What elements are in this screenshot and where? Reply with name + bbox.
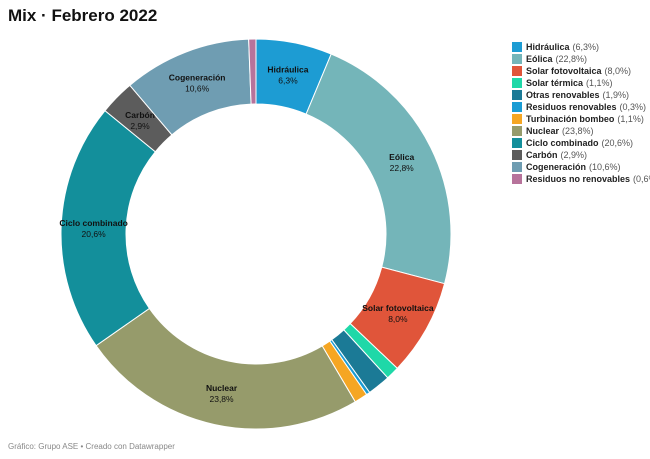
legend-swatch [512,54,522,64]
legend-swatch [512,102,522,112]
slice-value-ciclo-combinado: 20,6% [82,229,107,239]
slice-label-solar-fotovoltaica: Solar fotovoltaica [362,303,434,313]
legend-item-turbinacion-bombeo[interactable]: Turbinación bombeo (1,1%) [512,113,648,125]
legend: Hidráulica (6,3%) Eólica (22,8%) Solar fotov… [512,41,650,185]
slice-label-hidraulica: Hidráulica [267,65,308,75]
legend-label: Turbinación bombeo [526,114,615,124]
legend-swatch [512,150,522,160]
slice-residuos-no-renovables[interactable] [248,38,257,105]
legend-item-carbon[interactable]: Carbón (2,9%) [512,149,648,161]
legend-value: (1,9%) [602,90,630,100]
slice-nuclear[interactable] [95,307,356,430]
legend-item-solar-termica[interactable]: Solar térmica (1,1%) [512,77,648,89]
legend-value: (10,6%) [589,162,621,172]
legend-item-cogeneracion[interactable]: Cogeneración (10,6%) [512,161,648,173]
legend-label: Solar fotovoltaica [526,66,602,76]
legend-label: Cogeneración [526,162,587,172]
slice-value-hidraulica: 6,3% [278,76,298,86]
slice-label-carbon: Carbón [125,110,155,120]
legend-value: (0,6%) [633,174,650,184]
legend-value: (1,1%) [617,114,644,124]
legend-swatch [512,126,522,136]
legend-item-otras-renovables[interactable]: Otras renovables (1,9%) [512,89,648,101]
legend-label: Residuos renovables [526,102,617,112]
legend-swatch [512,162,522,172]
legend-value: (8,0%) [604,66,632,76]
legend-item-hidraulica[interactable]: Hidráulica (6,3%) [512,41,648,53]
legend-swatch [512,42,522,52]
slice-label-eolica: Eólica [389,152,414,162]
legend-swatch [512,114,522,124]
legend-value: (20,6%) [601,138,634,148]
legend-swatch [512,138,522,148]
legend-item-ciclo-combinado[interactable]: Ciclo combinado (20,6%) [512,137,648,149]
legend-label: Hidráulica [526,42,570,52]
legend-value: (1,1%) [586,78,613,88]
legend-item-nuclear[interactable]: Nuclear (23,8%) [512,125,648,137]
slice-value-carbon: 2,9% [130,121,150,131]
legend-label: Solar térmica [526,78,584,88]
legend-label: Carbón [526,150,558,160]
footer-credit: Gráfico: Grupo ASE • Creado con Datawrap… [8,442,175,451]
legend-item-residuos-renovables[interactable]: Residuos renovables (0,3%) [512,101,648,113]
legend-swatch [512,66,522,76]
chart-title: Mix · Febrero 2022 [8,6,158,25]
slice-value-solar-fotovoltaica: 8,0% [388,314,408,324]
slice-ciclo-combinado[interactable] [60,109,157,347]
slice-value-nuclear: 23,8% [209,394,234,404]
legend-value: (23,8%) [562,126,594,136]
legend-label: Ciclo combinado [526,138,599,148]
slice-value-eolica: 22,8% [390,163,415,173]
slice-label-cogeneracion: Cogeneración [169,73,226,83]
legend-item-eolica[interactable]: Eólica (22,8%) [512,53,648,65]
legend-label: Nuclear [526,126,560,136]
legend-value: (2,9%) [560,150,588,160]
legend-label: Eólica [526,54,553,64]
slice-label-nuclear: Nuclear [206,383,238,393]
slice-value-cogeneracion: 10,6% [185,84,210,94]
legend-value: (22,8%) [555,54,588,64]
legend-value: (0,3%) [619,102,647,112]
legend-swatch [512,174,522,184]
slice-eolica[interactable] [305,53,452,285]
legend-item-residuos-no-renovables[interactable]: Residuos no renovables(0,6%) [512,173,650,185]
legend-label: Otras renovables [526,90,600,100]
slice-label-ciclo-combinado: Ciclo combinado [59,218,127,228]
legend-swatch [512,78,522,88]
legend-swatch [512,90,522,100]
legend-label: Residuos no renovables [526,174,631,184]
legend-item-solar-fotovoltaica[interactable]: Solar fotovoltaica (8,0%) [512,65,648,77]
legend-value: (6,3%) [572,42,600,52]
